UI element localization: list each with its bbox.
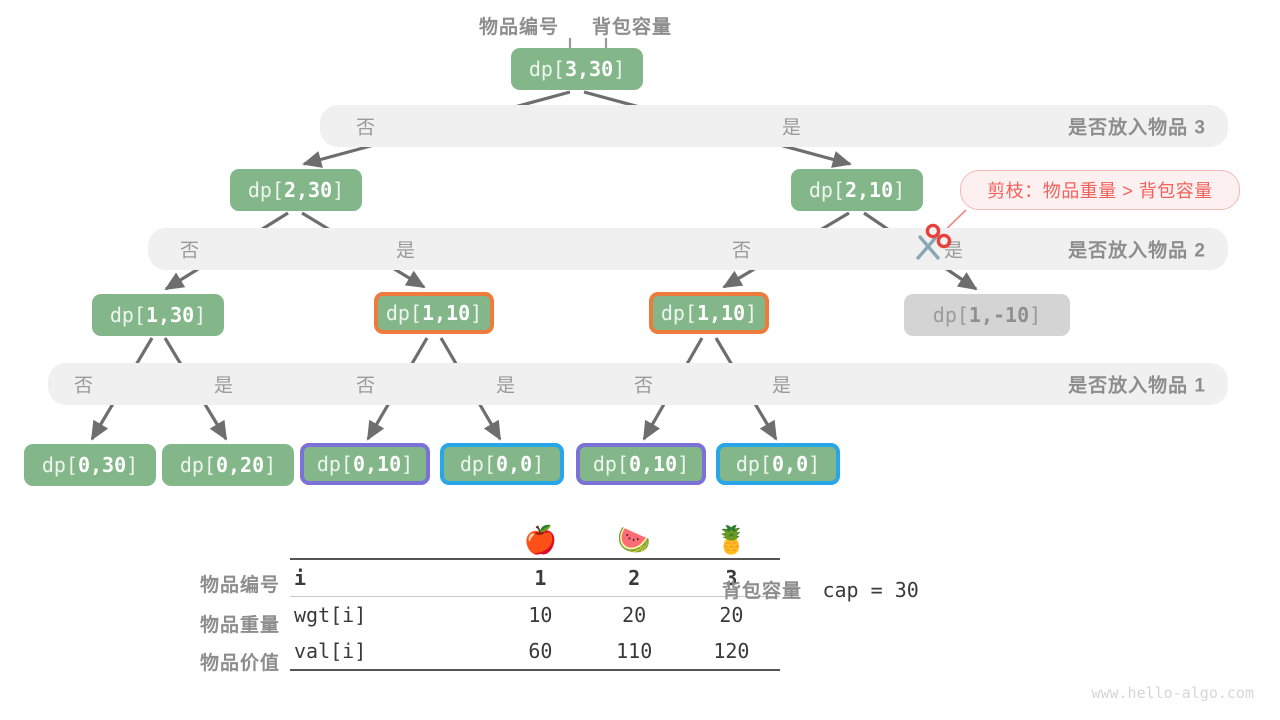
table-row-label: 物品编号 xyxy=(199,575,280,596)
capacity-note-value: cap = 30 xyxy=(822,578,919,602)
node-dp-0-10-a: dp[0, 10] xyxy=(300,443,430,485)
decision-choice-是: 是 xyxy=(772,375,792,397)
node-dp-3-30: dp[3, 30] xyxy=(511,48,643,90)
pruning-callout-text: 剪枝：物品重量 > 背包容量 xyxy=(987,181,1213,201)
table-key-cell: wgt[i] xyxy=(290,596,496,633)
table-emoji-spacer xyxy=(290,518,495,559)
table-row: val[i] 60 110 120 xyxy=(290,633,780,671)
capacity-note: 背包容量 cap = 30 xyxy=(722,576,919,603)
bag-capacity-annotation: 背包容量 xyxy=(592,17,673,38)
decision-choice-是: 是 xyxy=(496,375,516,397)
node-dp-0-10-b: dp[0, 10] xyxy=(576,443,706,485)
table-cell: 3 xyxy=(682,558,780,597)
decision-bar-item-2: 否是否是是否放入物品 2 xyxy=(148,228,1228,270)
table-row: wgt[i] 10 20 20 xyxy=(290,596,780,633)
table-cell: 120 xyxy=(682,633,780,671)
item-emoji-1: 🍎 xyxy=(523,525,558,556)
table-row-label: 物品价值 xyxy=(199,653,280,674)
items-table: 🍎 🍉 🍍 i 1 2 3 wgt[i] 10 20 20 val[i] 60 110 120 xyxy=(290,518,780,671)
node-dp-2-30: dp[2, 30] xyxy=(230,169,362,211)
decision-choice-是: 是 xyxy=(782,117,802,139)
node-dp-1-30: dp[1, 30] xyxy=(92,294,224,336)
table-cell: 20 xyxy=(585,596,683,633)
decision-bar-item-1: 否 是 否 是 否 是 是否放入物品 1 xyxy=(48,363,1228,405)
table-key-cell: val[i] xyxy=(290,633,496,671)
items-table-wrapper: 物品编号 物品重量 物品价值 🍎 🍉 🍍 i 1 2 3 wgt[i] 10 20 20 val[i] 60… xyxy=(160,518,780,674)
node-dp-0-30: dp[0, 30] xyxy=(24,444,156,486)
decision-choice-否: 否 xyxy=(180,240,200,262)
decision-choice-是: 是 xyxy=(396,240,416,262)
table-cell: 60 xyxy=(495,633,586,671)
decision-bar-item-1-title: 是否放入物品 1 xyxy=(1068,375,1206,397)
decision-choice-否: 否 xyxy=(732,240,752,262)
node-dp-0-0-a: dp[0, 0] xyxy=(440,443,564,485)
decision-choice-否: 否 xyxy=(356,375,376,397)
capacity-note-label: 背包容量 xyxy=(722,581,803,602)
decision-bar-item-3-title: 是否放入物品 3 xyxy=(1068,117,1206,139)
item-emoji-2: 🍉 xyxy=(617,525,651,556)
table-cell: 20 xyxy=(682,596,780,633)
decision-choice-是: 是 xyxy=(214,375,234,397)
decision-choice-否: 否 xyxy=(356,117,376,139)
table-emoji-row: 🍎 🍉 🍍 xyxy=(290,518,780,559)
watermark: www.hello-algo.com xyxy=(1091,684,1254,702)
decision-choice-否: 否 xyxy=(74,375,94,397)
node-dp-2-10: dp[2, 10] xyxy=(791,169,923,211)
item-index-annotation: 物品编号 xyxy=(479,17,560,38)
table-cell: 110 xyxy=(585,633,683,671)
table-key-cell: i xyxy=(290,558,496,597)
node-dp-1-neg10-pruned: dp[1, -10] xyxy=(904,294,1070,336)
node-dp-1-10-a: dp[1, 10] xyxy=(374,292,494,334)
node-dp-0-0-b: dp[0, 0] xyxy=(716,443,840,485)
scissors-icon xyxy=(916,223,952,260)
item-emoji-3: 🍍 xyxy=(714,525,749,556)
table-cell: 10 xyxy=(495,596,586,633)
decision-bar-item-2-title: 是否放入物品 2 xyxy=(1068,240,1206,262)
table-row-label: 物品重量 xyxy=(199,615,280,636)
node-dp-1-10-b: dp[1, 10] xyxy=(649,292,769,334)
table-cell: 2 xyxy=(585,558,683,597)
decision-choice-否: 否 xyxy=(634,375,654,397)
pruning-callout: 剪枝：物品重量 > 背包容量 xyxy=(960,170,1240,210)
decision-bar-item-3: 否 是 是否放入物品 3 xyxy=(320,105,1228,147)
table-cell: 1 xyxy=(495,558,586,597)
node-dp-0-20: dp[0, 20] xyxy=(162,444,294,486)
